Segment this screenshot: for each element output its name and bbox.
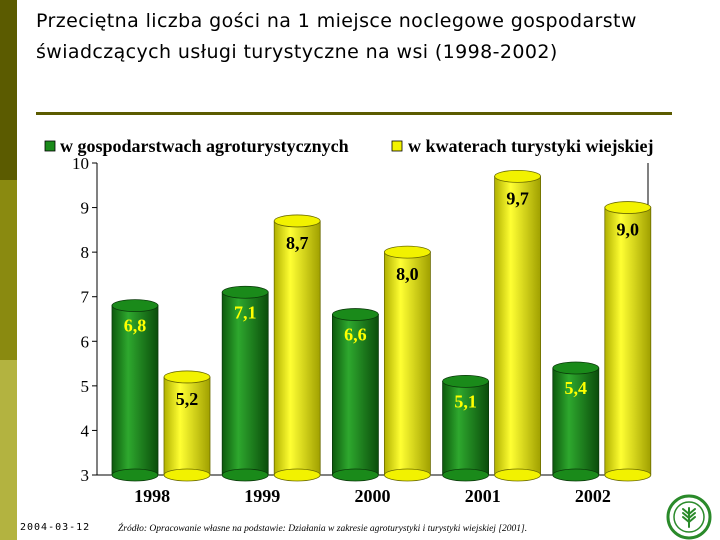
slide-title: Przeciętna liczba gości na 1 miejsce noc… — [36, 10, 637, 63]
bar-top-2001-0 — [442, 374, 490, 388]
legend-swatch-green — [44, 140, 56, 152]
data-label: 8,7 — [286, 233, 309, 253]
bar-base-1999-0 — [221, 468, 269, 482]
y-tick-label: 4 — [81, 421, 90, 440]
bar-green-1999 — [221, 291, 269, 476]
bar-base-2000-0 — [331, 468, 379, 482]
data-label: 9,0 — [617, 220, 640, 240]
sidebar-decoration — [0, 0, 17, 540]
bar-base-1998-0 — [111, 468, 159, 482]
bar-top-1998-0 — [111, 299, 159, 313]
y-tick-label: 3 — [81, 466, 90, 485]
bar-base-2001-0 — [442, 468, 490, 482]
y-tick-label: 6 — [81, 332, 90, 351]
y-tick-label: 10 — [72, 154, 89, 173]
bar-base-2002-1 — [604, 468, 652, 482]
data-label: 5,2 — [176, 389, 199, 409]
bar-green-2002 — [552, 367, 600, 476]
sidebar-block-dark — [0, 0, 17, 180]
legend-label-series-2: w kwaterach turystyki wiejskiej — [408, 136, 653, 156]
bar-top-2002-1 — [604, 201, 652, 214]
bar-top-2001-1 — [494, 169, 541, 183]
x-tick-label: 1998 — [134, 486, 170, 506]
bar-top-1999-1 — [273, 214, 321, 228]
bar-yellow-1998 — [163, 376, 211, 476]
organization-logo — [666, 494, 712, 540]
data-label: 6,8 — [124, 316, 147, 336]
bar-top-1999-0 — [221, 285, 269, 299]
data-label: 8,0 — [396, 264, 419, 284]
legend-label-series-1: w gospodarstwach agroturystycznych — [60, 136, 349, 156]
data-label: 7,1 — [234, 302, 257, 322]
bar-base-2001-1 — [494, 468, 541, 482]
data-label: 9,7 — [506, 188, 529, 208]
sidebar-block-mid — [0, 180, 17, 360]
data-label: 5,1 — [454, 391, 477, 411]
sidebar-block-light — [0, 360, 17, 540]
bar-yellow-2002 — [604, 207, 652, 476]
source-note: Źródło: Opracowanie własne na podstawie:… — [118, 524, 528, 534]
x-tick-label: 1999 — [244, 486, 280, 506]
x-tick-label: 2000 — [355, 486, 391, 506]
y-tick-label: 8 — [81, 243, 90, 262]
legend-swatch-yellow — [391, 140, 403, 152]
bar-base-1998-1 — [163, 468, 211, 482]
bar-yellow-1999 — [273, 220, 321, 476]
bar-top-2000-1 — [383, 245, 431, 259]
bar-base-2000-1 — [383, 468, 431, 482]
bar-top-2002-0 — [552, 361, 600, 375]
bar-top-2000-0 — [331, 308, 379, 321]
y-tick-label: 7 — [81, 288, 90, 307]
bar-green-1998 — [111, 305, 159, 476]
bar-yellow-2000 — [383, 251, 431, 476]
title-rule — [36, 112, 672, 115]
bar-yellow-2001 — [494, 175, 542, 476]
data-label: 6,6 — [344, 325, 367, 345]
data-label: 5,4 — [565, 378, 588, 398]
bar-top-1998-1 — [163, 370, 211, 384]
x-tick-label: 2001 — [465, 486, 501, 506]
slide-date: 2004-03-12 — [20, 522, 91, 533]
y-tick-label: 5 — [81, 377, 90, 396]
bar-base-1999-1 — [273, 468, 321, 482]
x-tick-label: 2002 — [575, 486, 611, 506]
bar-base-2002-0 — [552, 468, 600, 482]
y-tick-label: 9 — [81, 199, 90, 218]
